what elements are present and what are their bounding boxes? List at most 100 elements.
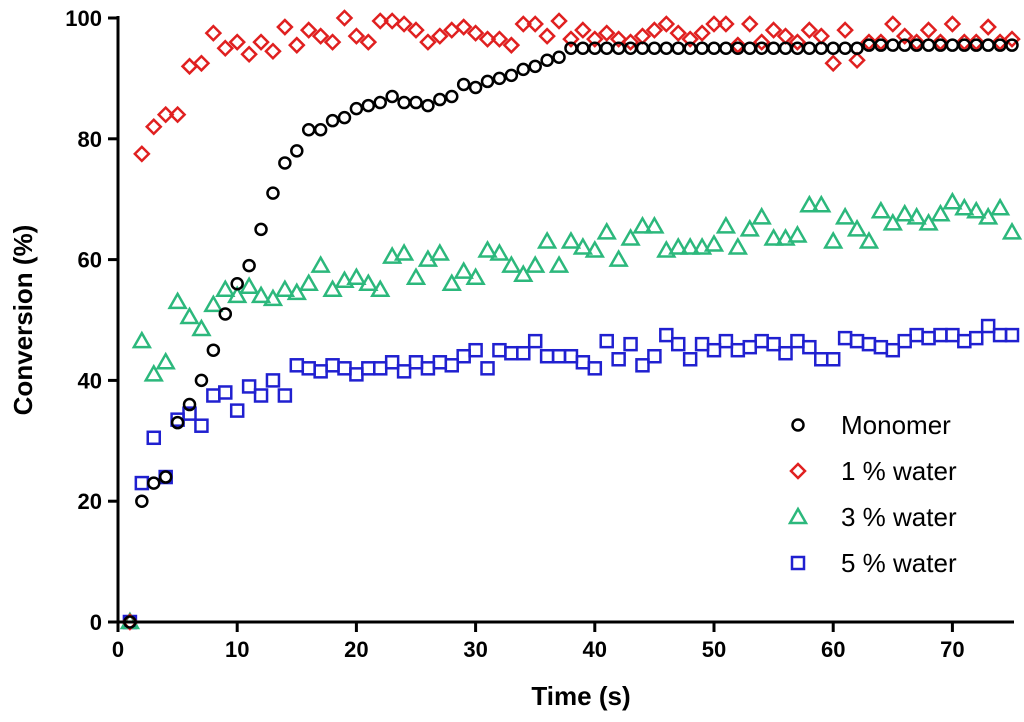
data-point <box>989 197 1011 216</box>
data-point <box>669 24 688 42</box>
data-point <box>752 33 771 51</box>
data-point <box>204 24 223 42</box>
data-point <box>754 333 769 349</box>
data-point <box>429 243 450 261</box>
data-point <box>288 36 306 54</box>
data-point <box>218 307 233 321</box>
data-point <box>278 156 292 170</box>
data-point <box>860 33 878 51</box>
y-tick-label: 0 <box>90 610 102 635</box>
x-tick-label: 10 <box>225 637 249 662</box>
data-point <box>825 352 841 367</box>
data-point <box>147 476 161 490</box>
data-point <box>480 74 495 89</box>
data-point <box>921 38 936 52</box>
data-point <box>945 38 960 52</box>
data-point <box>1005 38 1019 52</box>
data-point <box>897 38 912 52</box>
data-point <box>502 36 521 54</box>
x-tick-label: 40 <box>583 637 607 662</box>
x-axis-title: Time (s) <box>531 681 630 711</box>
data-point <box>395 15 413 33</box>
data-point <box>156 105 175 124</box>
data-point <box>361 98 376 113</box>
data-point <box>681 30 699 48</box>
data-point <box>146 430 162 446</box>
data-point <box>597 24 616 42</box>
data-point <box>301 122 316 137</box>
data-point <box>894 203 915 222</box>
data-point <box>921 330 936 346</box>
data-point <box>539 348 555 364</box>
data-point <box>206 343 221 357</box>
data-point <box>788 33 807 51</box>
data-point <box>252 33 270 51</box>
x-tick-label: 30 <box>463 637 487 662</box>
data-point <box>238 276 260 295</box>
data-point <box>621 33 640 51</box>
data-point <box>596 221 617 240</box>
data-point <box>421 98 435 113</box>
data-point <box>790 333 805 349</box>
data-point <box>906 206 927 225</box>
data-point <box>850 41 864 55</box>
data-point <box>325 113 340 128</box>
data-point <box>861 336 877 352</box>
data-point <box>478 30 497 48</box>
data-point <box>215 279 236 298</box>
legend: Monomer 1 % water 3 % water 5 % water <box>787 410 957 578</box>
data-point <box>277 388 293 403</box>
data-point <box>250 285 272 304</box>
data-point <box>560 230 582 249</box>
data-point <box>441 273 462 292</box>
data-point <box>501 255 522 273</box>
axes <box>116 16 1014 624</box>
data-point <box>552 50 566 65</box>
data-point <box>289 358 305 373</box>
data-point <box>647 348 662 364</box>
data-point <box>266 186 280 200</box>
data-point <box>826 41 840 55</box>
legend-item: Monomer <box>791 410 951 440</box>
data-point <box>420 361 436 376</box>
data-point <box>775 227 796 246</box>
data-point <box>396 364 412 379</box>
data-point <box>599 41 614 55</box>
data-point <box>763 227 784 246</box>
data-point <box>799 194 820 213</box>
data-point <box>802 339 817 355</box>
data-point <box>538 27 556 45</box>
data-point <box>954 197 975 216</box>
data-point <box>445 89 459 104</box>
data-point <box>158 470 173 484</box>
data-point <box>504 68 519 83</box>
data-point <box>742 339 758 355</box>
axis-ticks: 0 20 40 60 80 100 0 10 20 30 40 50 60 70 <box>65 6 964 662</box>
data-point <box>536 230 558 249</box>
data-point <box>419 33 437 51</box>
data-point <box>682 352 698 367</box>
data-point <box>334 270 355 288</box>
data-point <box>192 54 211 73</box>
data-point <box>453 261 474 279</box>
data-point <box>623 336 638 352</box>
data-point <box>849 333 865 349</box>
data-point <box>516 62 531 77</box>
data-point <box>298 273 319 292</box>
data-point <box>385 89 399 104</box>
x-tick-label: 0 <box>112 637 124 662</box>
data-point <box>992 327 1008 343</box>
data-point <box>407 21 425 39</box>
data-point <box>274 279 296 298</box>
data-point <box>492 342 507 358</box>
data-point <box>301 361 316 376</box>
data-point <box>466 24 485 42</box>
data-point <box>966 200 987 219</box>
data-point <box>514 15 533 33</box>
data-point <box>873 339 889 355</box>
data-point <box>729 36 747 54</box>
legend-marker <box>791 418 805 432</box>
data-point <box>968 330 984 346</box>
data-point <box>444 358 460 373</box>
data-point <box>848 51 866 70</box>
